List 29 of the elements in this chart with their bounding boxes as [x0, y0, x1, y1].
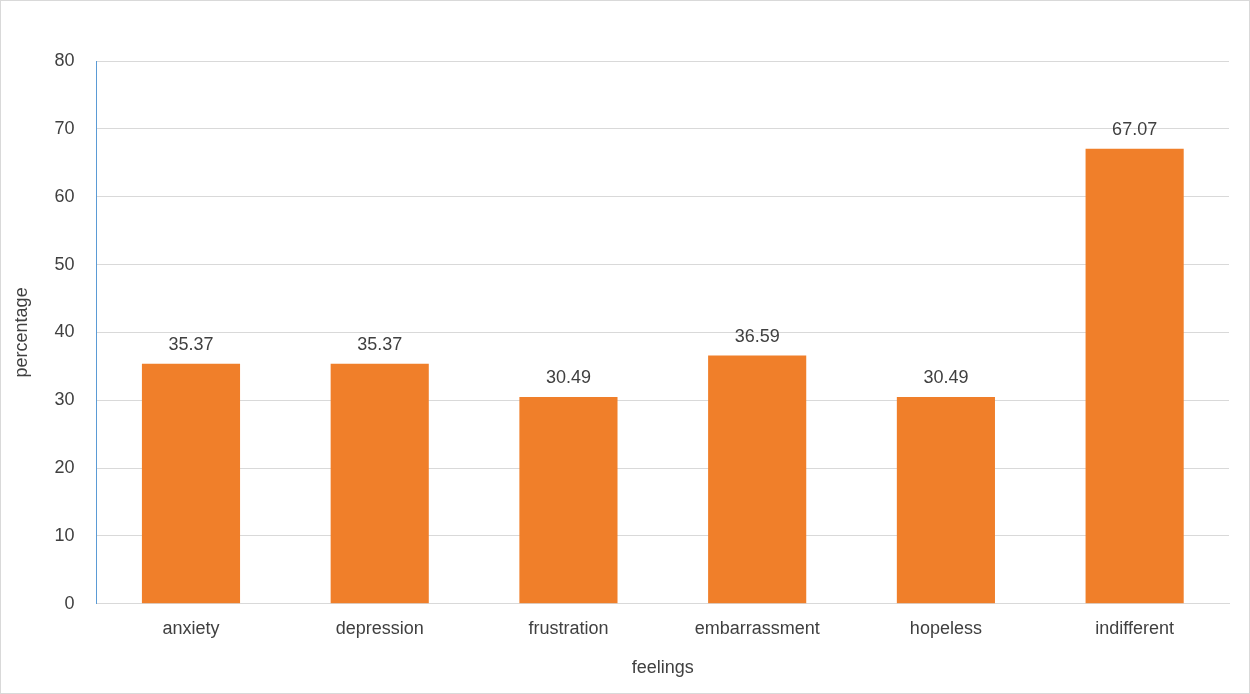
- x-tick-label: hopeless: [909, 617, 982, 638]
- data-label: 36.59: [734, 325, 780, 346]
- y-tick-label: 80: [54, 49, 75, 70]
- y-axis-title: percentage: [10, 287, 31, 378]
- bar: [330, 363, 429, 604]
- y-tick-label: 60: [54, 185, 75, 206]
- data-label: 35.37: [357, 333, 403, 354]
- bar: [708, 355, 807, 604]
- y-tick-label: 30: [54, 389, 75, 410]
- x-tick-label: indifferent: [1095, 617, 1174, 638]
- y-tick-label: 50: [54, 253, 75, 274]
- y-tick-label: 0: [64, 592, 75, 613]
- bar: [519, 396, 618, 604]
- bar: [1085, 148, 1184, 604]
- x-tick-label: embarrassment: [694, 617, 820, 638]
- bar: [896, 396, 995, 604]
- data-label: 35.37: [168, 333, 214, 354]
- data-label: 30.49: [545, 366, 591, 387]
- data-label: 67.07: [1112, 118, 1158, 139]
- x-tick-label: anxiety: [162, 617, 220, 638]
- x-tick-label: depression: [335, 617, 424, 638]
- y-tick-label: 70: [54, 117, 75, 138]
- y-tick-label: 40: [54, 321, 75, 342]
- y-tick-label: 10: [54, 524, 75, 545]
- data-label: 30.49: [923, 366, 969, 387]
- x-axis-title: feelings: [631, 657, 694, 678]
- bar: [141, 363, 241, 604]
- x-tick-label: frustration: [528, 617, 609, 638]
- y-tick-label: 20: [54, 457, 75, 478]
